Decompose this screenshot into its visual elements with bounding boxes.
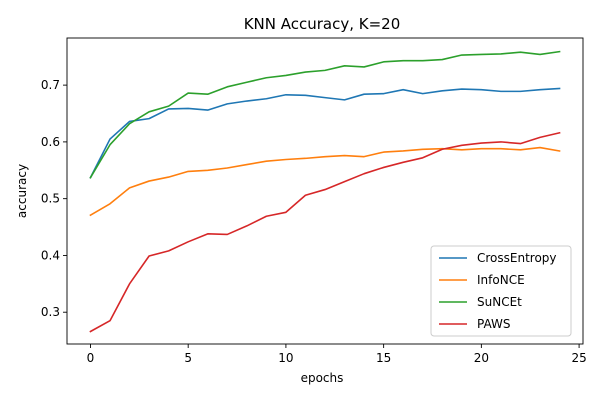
legend-label-paws: PAWS [477,317,511,331]
legend-box [430,245,572,337]
y-tick-label: 0.5 [41,192,60,206]
legend: CrossEntropy InfoNCE SuNCEt PAWS [430,245,572,337]
y-tick-label: 0.6 [41,135,60,149]
y-tick-label: 0.7 [41,78,60,92]
plot-area [66,37,584,345]
x-tick-label: 25 [571,351,586,365]
y-axis-label: accuracy [15,164,29,218]
x-tick-label: 0 [87,351,95,365]
plot-frame [66,37,584,345]
x-tick-label: 5 [184,351,192,365]
series-line-suncet [89,50,561,179]
series-line-paws [89,131,561,333]
x-tick-label: 20 [474,351,489,365]
y-tick-label: 0.4 [41,248,60,262]
y-tick-label: 0.3 [41,305,60,319]
series-line-crossentropy [89,87,561,179]
x-axis-label: epochs [301,371,344,385]
legend-label-infonce: InfoNCE [477,273,525,287]
axis-ticks: 0 5 10 15 20 25 0.3 0.4 0.5 0.6 0.7 [41,78,587,365]
legend-label-suncet: SuNCEt [477,295,522,309]
legend-label-crossentropy: CrossEntropy [477,251,557,265]
chart-title: KNN Accuracy, K=20 [244,15,401,33]
x-tick-label: 10 [278,351,293,365]
x-tick-label: 15 [376,351,391,365]
series-line-infonce [89,146,561,217]
